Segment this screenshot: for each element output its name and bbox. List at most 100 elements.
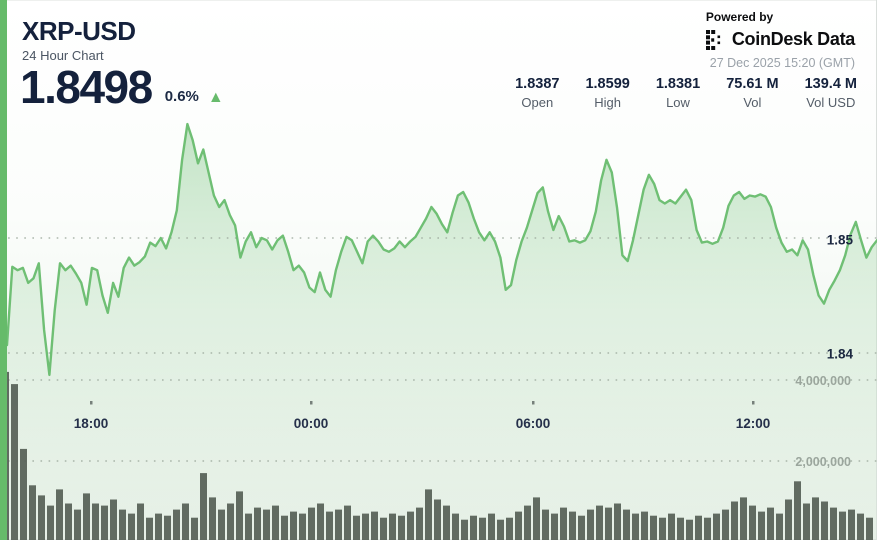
volume-bar: [434, 499, 441, 540]
volume-bar: [11, 384, 18, 540]
volume-bar: [731, 501, 738, 540]
volume-bar: [218, 509, 225, 540]
volume-bar: [641, 511, 648, 540]
volume-bar: [146, 517, 153, 540]
volume-bar: [137, 503, 144, 540]
volume-bar: [416, 507, 423, 540]
volume-bar: [461, 519, 468, 540]
x-tick-00-00: 00:00: [293, 416, 329, 431]
powered-by-label: Powered by: [705, 10, 774, 24]
volume-bar: [857, 513, 864, 540]
volume-bar: [515, 511, 522, 540]
volume-bar: [308, 507, 315, 540]
volume-bar: [803, 503, 810, 540]
volume-bar: [245, 513, 252, 540]
volume-bar: [497, 519, 504, 540]
volume-bar: [623, 509, 630, 540]
volume-bar: [596, 505, 603, 540]
volume-bar: [209, 497, 216, 540]
volume-bar: [704, 517, 711, 540]
volume-bar: [650, 515, 657, 540]
brand-name: CoinDesk Data: [731, 29, 855, 49]
current-price: 1.8498: [20, 61, 153, 113]
volume-bar: [335, 509, 342, 540]
volume-bar: [848, 509, 855, 540]
volume-bar: [542, 509, 549, 540]
price-axis-label-184: 1.84: [826, 346, 853, 362]
trend-up-icon: ▲: [207, 89, 224, 106]
timestamp: 27 Dec 2025 15:20 (GMT): [709, 56, 855, 70]
volume-bar: [767, 507, 774, 540]
volume-bar: [830, 507, 837, 540]
volume-bar: [479, 517, 486, 540]
chart-subtitle: 24 Hour Chart: [22, 48, 104, 64]
volume-bar: [227, 503, 234, 540]
volume-bar: [578, 515, 585, 540]
volume-bar: [254, 507, 261, 540]
change-percent: 0.6%: [164, 88, 199, 105]
volume-bar: [794, 481, 801, 540]
volume-bar: [389, 513, 396, 540]
x-tick-dot: [532, 401, 535, 405]
pair-title: XRP-USD: [22, 16, 136, 46]
volume-bar: [839, 511, 846, 540]
volume-bar: [317, 503, 324, 540]
price-line: [5, 122, 877, 377]
volume-bar: [83, 493, 90, 540]
volume-bar: [722, 509, 729, 540]
stat-volume-usd: 139.4 M Vol USD: [804, 76, 857, 110]
stat-open: 1.8387 Open: [515, 76, 560, 110]
volume-axis-label-4m: 4,000,000: [795, 374, 851, 388]
volume-bar: [812, 497, 819, 540]
volume-bar: [92, 503, 99, 540]
volume-bar: [506, 517, 513, 540]
x-tick-18-00: 18:00: [73, 416, 109, 431]
volume-bar: [488, 513, 495, 540]
volume-bar: [695, 515, 702, 540]
volume-bar: [866, 517, 873, 540]
volume-bar: [425, 489, 432, 540]
volume-bar: [74, 509, 81, 540]
volume-bar: [749, 505, 756, 540]
price-axis-label-185: 1.85: [826, 232, 853, 248]
volume-bar: [29, 485, 36, 540]
x-tick-12-00: 12:00: [735, 416, 771, 431]
volume-bar: [560, 507, 567, 540]
volume-bar: [101, 505, 108, 540]
volume-bar: [524, 505, 531, 540]
volume-bar: [470, 515, 477, 540]
volume-bar: [380, 517, 387, 540]
volume-bar: [632, 513, 639, 540]
volume-bar: [281, 515, 288, 540]
volume-bar: [191, 517, 198, 540]
volume-bar: [785, 499, 792, 540]
volume-bar: [371, 511, 378, 540]
volume-bar: [47, 505, 54, 540]
volume-bar: [263, 509, 270, 540]
volume-bar: [713, 513, 720, 540]
volume-bar: [128, 513, 135, 540]
volume-bar: [398, 515, 405, 540]
volume-bar: [200, 473, 207, 540]
volume-bar: [173, 509, 180, 540]
volume-bar: [299, 513, 306, 540]
volume-bar: [668, 513, 675, 540]
volume-bar: [614, 503, 621, 540]
volume-bar: [659, 517, 666, 540]
volume-bar: [443, 505, 450, 540]
x-tick-dot: [310, 401, 313, 405]
volume-bar: [65, 503, 72, 540]
volume-bar: [821, 501, 828, 540]
volume-bar: [236, 491, 243, 540]
x-tick-dot: [90, 401, 93, 405]
coindesk-brand-link[interactable]: CoinDesk Data: [705, 29, 855, 50]
ohlc-stats-row: 1.8387 Open 1.8599 High 1.8381 Low 75.61…: [515, 76, 857, 110]
volume-bar: [605, 507, 612, 540]
volume-bar: [326, 511, 333, 540]
volume-bar: [452, 513, 459, 540]
left-accent-bar: [0, 0, 7, 540]
volume-bar: [119, 509, 126, 540]
volume-bar: [569, 511, 576, 540]
